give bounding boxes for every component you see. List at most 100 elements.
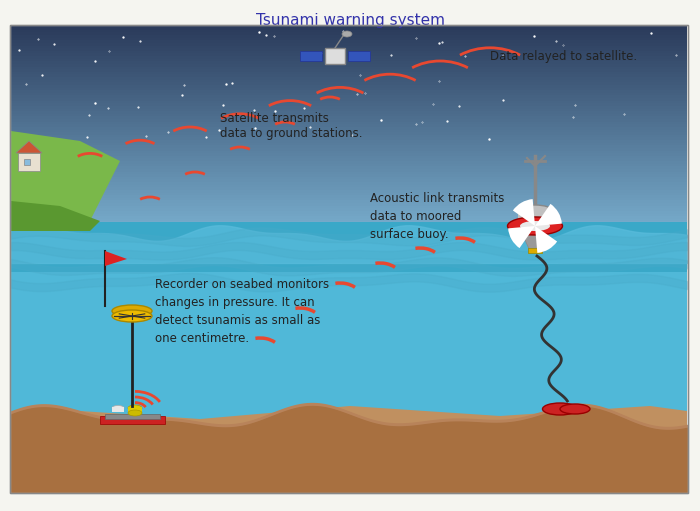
Bar: [11, 114, 687, 117]
Bar: [11, 226, 687, 230]
Bar: [100, 416, 165, 424]
Bar: [11, 193, 687, 196]
Bar: [11, 111, 687, 114]
Bar: [11, 43, 687, 46]
Bar: [11, 108, 687, 111]
Bar: [11, 66, 687, 69]
Bar: [11, 45, 687, 49]
Bar: [11, 221, 687, 224]
Bar: [11, 56, 687, 59]
Bar: [11, 82, 687, 85]
Bar: [11, 153, 687, 156]
Bar: [11, 61, 687, 64]
Polygon shape: [11, 131, 120, 231]
Bar: [11, 98, 687, 101]
Bar: [300, 51, 322, 61]
Bar: [11, 119, 687, 122]
Bar: [11, 72, 687, 75]
Ellipse shape: [517, 205, 552, 217]
Bar: [11, 59, 687, 62]
Bar: [11, 137, 687, 141]
Bar: [11, 135, 687, 138]
Ellipse shape: [542, 403, 578, 415]
Bar: [11, 64, 687, 67]
Bar: [11, 51, 687, 54]
Text: Satellite transmits
data to ground stations.: Satellite transmits data to ground stati…: [220, 112, 363, 140]
Ellipse shape: [112, 406, 124, 410]
Bar: [11, 172, 687, 175]
Bar: [11, 101, 687, 104]
Bar: [325, 48, 345, 64]
Ellipse shape: [112, 310, 152, 322]
Bar: [11, 77, 687, 80]
Bar: [11, 161, 687, 164]
Text: Tsunami warning system: Tsunami warning system: [256, 13, 444, 28]
Ellipse shape: [128, 405, 142, 411]
Bar: [11, 164, 687, 167]
Bar: [11, 214, 687, 217]
Bar: [11, 122, 687, 125]
Bar: [11, 195, 687, 198]
Bar: [11, 96, 687, 99]
Polygon shape: [16, 141, 42, 153]
Bar: [11, 205, 687, 209]
Bar: [11, 30, 687, 33]
Bar: [11, 32, 687, 35]
Bar: [348, 51, 370, 61]
Bar: [11, 222, 687, 492]
Bar: [11, 182, 687, 185]
Polygon shape: [520, 229, 550, 251]
Bar: [11, 219, 687, 222]
Text: Recorder on seabed monitors
changes in pressure. It can
detect tsunamis as small: Recorder on seabed monitors changes in p…: [155, 277, 329, 344]
Bar: [11, 166, 687, 169]
Bar: [11, 87, 687, 90]
Bar: [18, 153, 40, 171]
Bar: [11, 140, 687, 143]
Bar: [11, 143, 687, 146]
Bar: [11, 80, 687, 83]
Bar: [11, 35, 687, 38]
Bar: [11, 25, 687, 28]
Bar: [11, 208, 687, 212]
Bar: [11, 48, 687, 51]
Bar: [11, 190, 687, 193]
Bar: [128, 407, 142, 413]
Bar: [11, 75, 687, 78]
Ellipse shape: [560, 404, 590, 414]
Bar: [112, 407, 124, 412]
Bar: [11, 129, 687, 133]
Bar: [105, 414, 160, 419]
Bar: [11, 148, 687, 151]
Bar: [11, 158, 687, 161]
Bar: [11, 53, 687, 57]
Bar: [24, 159, 30, 165]
Bar: [11, 203, 687, 206]
Wedge shape: [535, 204, 562, 226]
Bar: [11, 232, 687, 235]
Bar: [11, 127, 687, 130]
Bar: [11, 174, 687, 177]
Bar: [11, 106, 687, 109]
Bar: [11, 151, 687, 154]
Ellipse shape: [342, 31, 352, 37]
Polygon shape: [11, 201, 100, 231]
Bar: [11, 198, 687, 201]
Bar: [11, 216, 687, 219]
Ellipse shape: [520, 221, 550, 231]
Bar: [11, 224, 687, 227]
Text: Acoustic link transmits
data to moored
surface buoy.: Acoustic link transmits data to moored s…: [370, 192, 505, 241]
Ellipse shape: [508, 217, 563, 235]
Bar: [11, 211, 687, 214]
Bar: [11, 103, 687, 106]
Bar: [11, 69, 687, 72]
Bar: [11, 200, 687, 203]
Bar: [11, 145, 687, 148]
Bar: [11, 272, 687, 492]
Polygon shape: [11, 406, 687, 492]
Bar: [11, 38, 687, 41]
Bar: [11, 229, 687, 233]
Bar: [11, 132, 687, 135]
Ellipse shape: [112, 305, 152, 317]
Wedge shape: [513, 199, 535, 226]
Bar: [11, 169, 687, 172]
